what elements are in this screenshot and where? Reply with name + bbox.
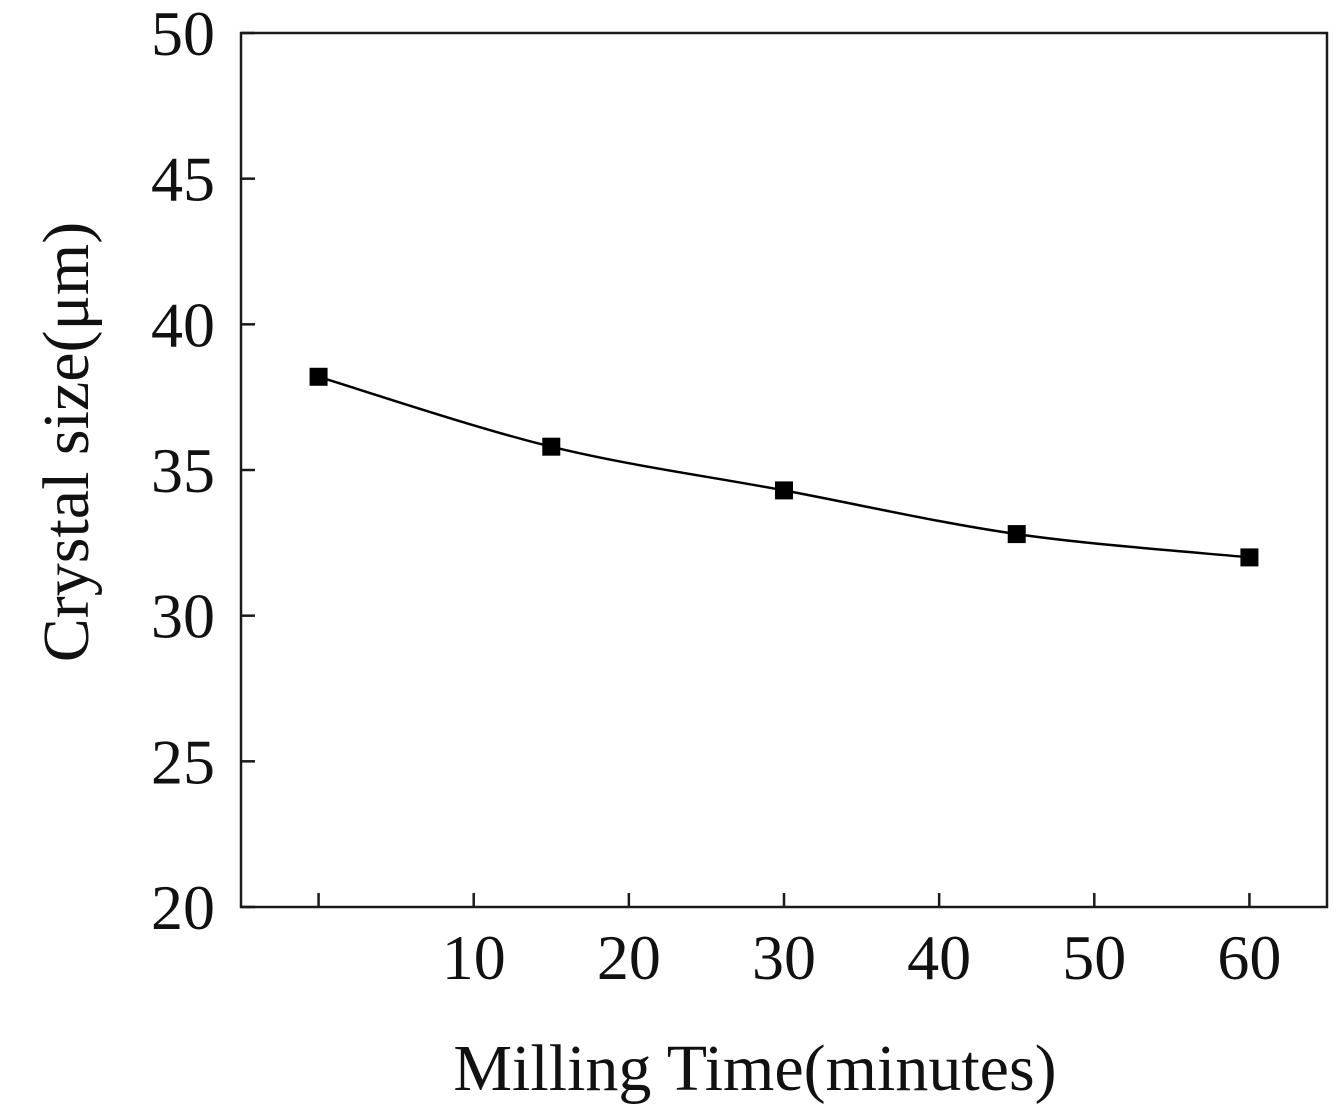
data-point-marker [309, 367, 328, 386]
x-tick-label: 60 [1217, 922, 1281, 993]
x-axis-title: Milling Time(minutes) [453, 1032, 1056, 1105]
data-point-marker [1007, 525, 1026, 544]
y-tick-label: 50 [151, 0, 215, 69]
y-tick-label: 20 [151, 872, 215, 943]
y-tick-label: 45 [151, 144, 215, 215]
y-tick-label: 25 [151, 726, 215, 797]
y-tick-label: 30 [151, 581, 215, 652]
x-tick-label: 50 [1062, 922, 1126, 993]
x-tick-label: 40 [907, 922, 971, 993]
y-tick-label: 35 [151, 435, 215, 506]
x-tick-label: 30 [752, 922, 816, 993]
x-tick-label: 20 [597, 922, 661, 993]
data-point-marker [1240, 548, 1259, 567]
x-tick-label: 10 [442, 922, 506, 993]
plot-layer: 20 25 30 35 40 45 50 10 20 30 40 50 60 [151, 0, 1329, 993]
y-axis-title: Crystal size(μm) [30, 222, 103, 662]
data-point-marker [542, 437, 561, 456]
y-tick-label: 40 [151, 289, 215, 360]
data-point-marker [775, 481, 793, 500]
